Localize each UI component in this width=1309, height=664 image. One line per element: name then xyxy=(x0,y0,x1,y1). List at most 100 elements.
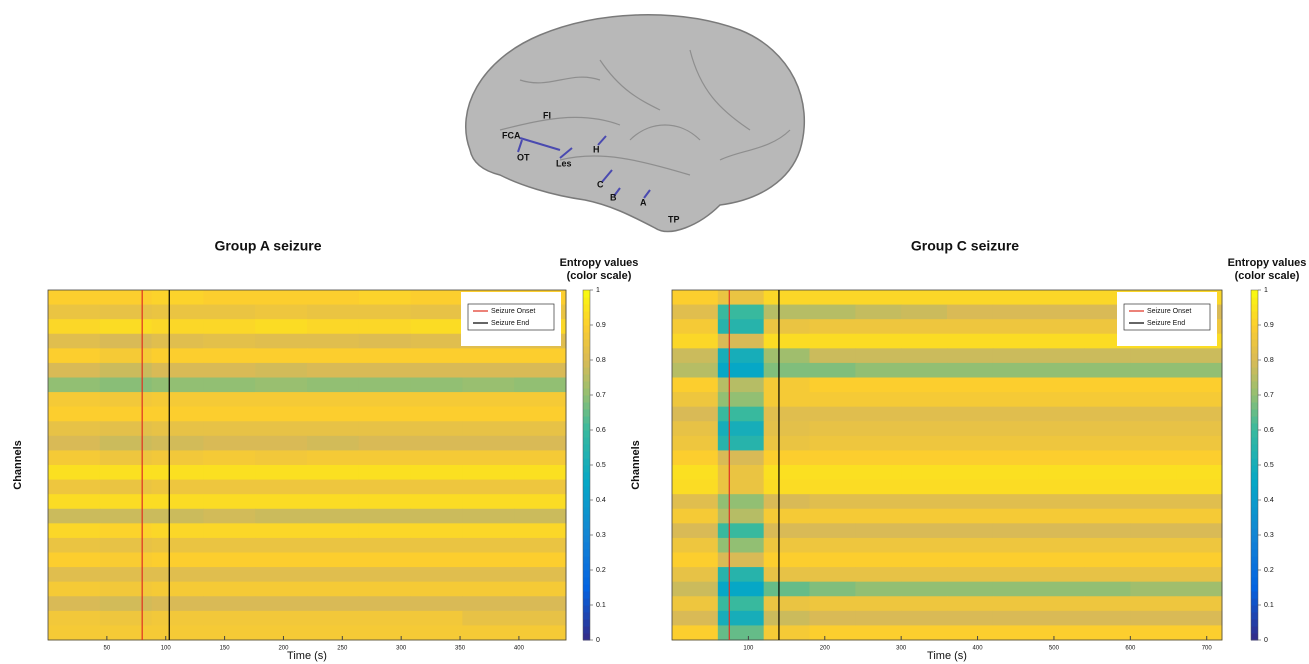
heatmap-cell xyxy=(809,348,856,364)
colorbar-segment xyxy=(1251,542,1258,550)
heatmap-cell xyxy=(1084,377,1131,393)
colorbar-segment xyxy=(1251,612,1258,620)
heatmap-cell xyxy=(203,508,256,524)
heatmap-cell xyxy=(992,494,1040,510)
heatmap-cell xyxy=(151,610,204,626)
heatmap-cell xyxy=(763,348,810,364)
heatmap-cell xyxy=(1130,435,1177,451)
heatmap-cell xyxy=(1038,421,1085,437)
heatmap-cell xyxy=(855,319,902,335)
heatmap-cell xyxy=(410,290,463,306)
heatmap-cell xyxy=(203,596,256,612)
heatmap-cell xyxy=(1038,508,1085,524)
heatmap-cell xyxy=(717,333,765,349)
heatmap-cell xyxy=(514,465,567,481)
heatmap-cell xyxy=(763,435,810,451)
heatmap-cell xyxy=(1038,333,1085,349)
heatmap-cell xyxy=(358,377,412,393)
heatmap-cell xyxy=(99,450,153,466)
colorbar-segment xyxy=(1251,402,1258,410)
heatmap-cell xyxy=(358,290,412,306)
heatmap-cell xyxy=(992,421,1040,437)
heatmap-cell xyxy=(358,567,412,583)
colorbar-segment xyxy=(1251,332,1258,340)
heatmap-cell xyxy=(1038,450,1085,466)
heatmap-cell xyxy=(514,377,567,393)
heatmap-cell xyxy=(901,333,948,349)
heatmap-cell xyxy=(255,377,308,393)
heatmap-cell xyxy=(672,508,719,524)
heatmap-cell xyxy=(855,581,902,597)
heatmap-cell xyxy=(901,362,948,378)
brain-label: TP xyxy=(668,214,680,224)
heatmap-cell xyxy=(48,362,101,378)
heatmap-cell xyxy=(672,319,719,335)
brain-label: H xyxy=(593,144,600,154)
heatmap-cell xyxy=(947,479,994,495)
heatmap-cell xyxy=(151,596,204,612)
heatmap-cell xyxy=(1038,567,1085,583)
heatmap-cell xyxy=(99,319,153,335)
heatmap-cell xyxy=(947,421,994,437)
heatmap-cell xyxy=(1130,377,1177,393)
heatmap-cell xyxy=(99,377,153,393)
heatmap-cell xyxy=(1130,392,1177,408)
heatmap-cell xyxy=(901,552,948,568)
heatmap-cell xyxy=(809,537,856,553)
heatmap-cell xyxy=(99,479,153,495)
heatmap-cell xyxy=(1038,537,1085,553)
colorbar-segment xyxy=(583,570,590,578)
heatmap-cell xyxy=(992,596,1040,612)
heatmap-cell xyxy=(203,494,256,510)
heatmap-cell xyxy=(48,479,101,495)
colorbar-segment xyxy=(583,388,590,396)
heatmap-cell xyxy=(1176,479,1223,495)
heatmap-cell xyxy=(717,435,765,451)
heatmap-cell xyxy=(307,435,360,451)
x-tick-label: 400 xyxy=(514,646,525,652)
heatmap-cell xyxy=(1176,508,1223,524)
heatmap-cell xyxy=(358,392,412,408)
heatmap-cell xyxy=(947,406,994,422)
colorbar-segment xyxy=(583,598,590,606)
heatmap-cell xyxy=(901,406,948,422)
heatmap-cell xyxy=(992,610,1040,626)
heatmap-cell xyxy=(901,304,948,320)
heatmap-cell xyxy=(717,494,765,510)
heatmap-cell xyxy=(255,537,308,553)
heatmap-cell xyxy=(717,421,765,437)
heatmap-cell xyxy=(462,392,515,408)
heatmap-cell xyxy=(203,537,256,553)
heatmap-cell xyxy=(410,406,463,422)
colorbar-segment xyxy=(583,304,590,312)
heatmap-cell xyxy=(48,421,101,437)
heatmap-cell xyxy=(717,567,765,583)
heatmap-cell xyxy=(1084,523,1131,539)
x-tick-label: 100 xyxy=(161,646,172,652)
colorbar-segment xyxy=(1251,444,1258,452)
heatmap-cell xyxy=(307,421,360,437)
brain-label: OT xyxy=(517,152,530,162)
heatmap-cell xyxy=(901,319,948,335)
heatmap-cell xyxy=(462,479,515,495)
colorbar-tick-label: 1 xyxy=(596,287,600,294)
heatmap-cell xyxy=(947,290,994,306)
heatmap-cell xyxy=(358,450,412,466)
colorbar-tick-label: 0.6 xyxy=(1264,427,1274,434)
colorbar-segment xyxy=(1251,409,1258,417)
colorbar-tick-label: 0.8 xyxy=(596,357,606,364)
heatmap-cell xyxy=(672,567,719,583)
heatmap-cell xyxy=(99,596,153,612)
heatmap-cell xyxy=(99,625,153,641)
heatmap-cell xyxy=(358,610,412,626)
colorbar-segment xyxy=(1251,605,1258,613)
heatmap-cell xyxy=(855,450,902,466)
colorbar-segment xyxy=(583,381,590,389)
heatmap-cell xyxy=(763,494,810,510)
heatmap-cell xyxy=(672,610,719,626)
heatmap-cell xyxy=(1038,362,1085,378)
heatmap-cell xyxy=(410,537,463,553)
brain-label: Les xyxy=(556,158,572,168)
colorbar-segment xyxy=(583,549,590,557)
heatmap-cell xyxy=(901,435,948,451)
